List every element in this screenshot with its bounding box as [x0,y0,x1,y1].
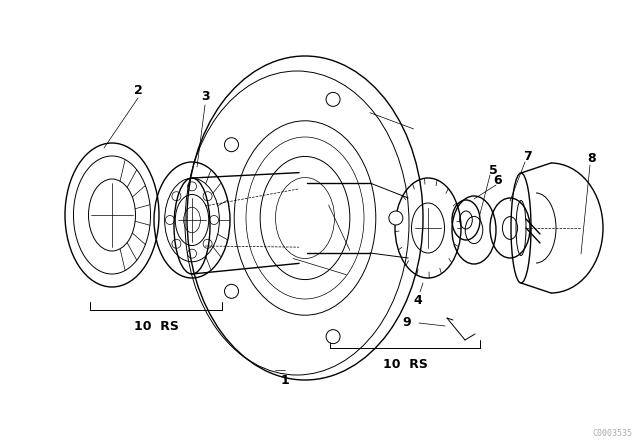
Text: 8: 8 [588,151,596,164]
Text: 9: 9 [403,316,412,329]
Text: 3: 3 [201,90,209,103]
Text: 10  RS: 10 RS [383,358,428,370]
Circle shape [326,92,340,106]
Text: 4: 4 [413,293,422,306]
Text: 2: 2 [134,83,142,96]
Text: 1: 1 [280,374,289,387]
Text: 5: 5 [488,164,497,177]
Text: 10  RS: 10 RS [134,319,179,332]
Circle shape [389,211,403,225]
Circle shape [326,330,340,344]
Text: 6: 6 [493,173,502,186]
Circle shape [225,284,239,298]
Text: 7: 7 [524,150,532,163]
Circle shape [225,138,239,152]
Text: C0003535: C0003535 [592,429,632,438]
